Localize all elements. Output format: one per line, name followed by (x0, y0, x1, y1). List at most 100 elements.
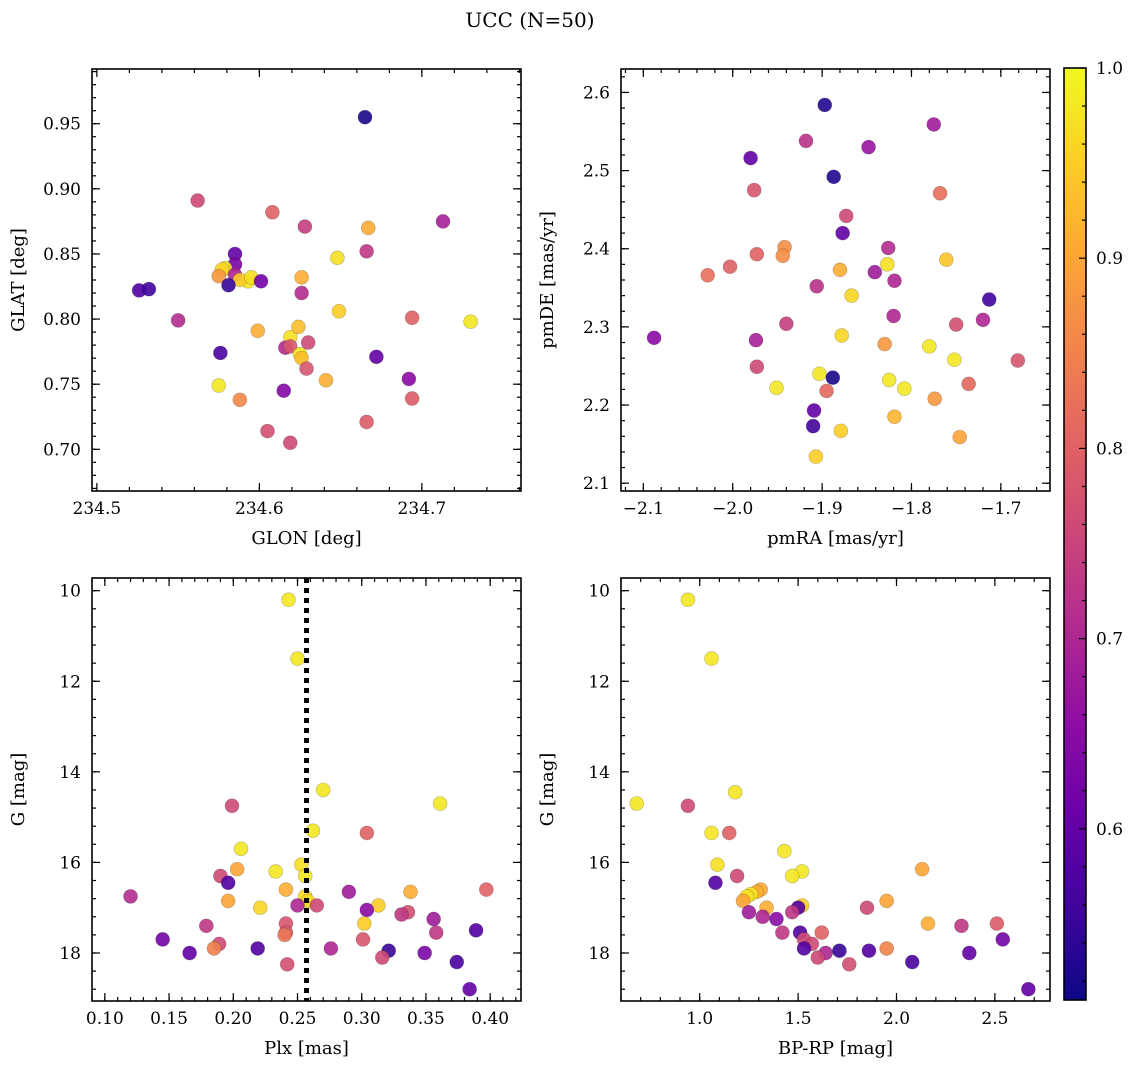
axes-frame (620, 577, 1051, 1002)
data-point (401, 371, 417, 387)
data-point (357, 109, 373, 125)
data-point (680, 592, 696, 608)
y-tick-label: 0.75 (43, 375, 81, 395)
data-point (704, 825, 719, 841)
data-point (1021, 981, 1036, 997)
data-point (769, 380, 784, 396)
colorbar-frame (1063, 67, 1087, 1001)
data-point (741, 904, 757, 920)
data-point (318, 372, 334, 388)
data-point (914, 861, 930, 877)
data-point (735, 893, 751, 909)
data-point (315, 782, 331, 798)
data-point (833, 423, 849, 439)
data-point (812, 366, 827, 382)
axes-frame (91, 577, 522, 1002)
data-point (835, 225, 851, 241)
data-point (927, 391, 943, 407)
data-point (722, 259, 738, 275)
chart-title: UCC (N=50) (465, 8, 594, 32)
data-point (838, 208, 854, 224)
data-point (938, 252, 954, 268)
data-point (775, 925, 790, 940)
data-point (817, 97, 833, 113)
data-point (932, 185, 948, 201)
data-point (808, 449, 824, 464)
data-point (404, 310, 420, 326)
data-point (743, 150, 758, 166)
data-point (294, 270, 309, 285)
y-tick-label: 2.4 (583, 240, 610, 260)
data-point (403, 884, 418, 900)
x-tick-label: 0.40 (471, 1009, 509, 1029)
y-tick-label: 14 (59, 763, 81, 783)
data-point (432, 796, 448, 811)
data-point (727, 784, 743, 800)
x-tick-label: 1.5 (785, 1009, 812, 1029)
data-point (449, 954, 465, 970)
y-axis-label: GLAT [deg] (8, 228, 29, 332)
x-tick-label: 0.25 (279, 1009, 317, 1029)
data-point (141, 281, 157, 297)
y-tick-label: 12 (59, 672, 81, 692)
data-point (232, 392, 248, 408)
y-axis-label: pmDE [mas/yr] (537, 211, 558, 349)
data-point (784, 904, 800, 920)
data-point (417, 945, 433, 961)
data-point (879, 257, 895, 272)
x-tick-label: 0.35 (407, 1009, 445, 1029)
data-point (394, 907, 409, 922)
data-point (211, 378, 227, 393)
panel-plx-g: 0.10 0.15 0.20 0.25 0.30 0.35 0.40 10 12 14 16 18 Pl… (8, 577, 522, 1059)
data-point (778, 316, 794, 332)
axes-frame (620, 68, 1051, 492)
x-tick-label: −2.0 (712, 499, 753, 519)
data-point (755, 909, 771, 925)
points-bprp-g (629, 592, 1036, 997)
data-point (989, 916, 1005, 931)
data-point (359, 414, 374, 430)
y-tick-label: 0.80 (43, 310, 81, 330)
y-tick-label: 2.5 (583, 162, 610, 182)
data-point (309, 898, 325, 913)
data-point (359, 902, 375, 918)
y-axis-label: G [mag] (537, 753, 558, 826)
data-point (887, 273, 902, 289)
axes-frame (91, 68, 522, 492)
data-point (926, 117, 942, 132)
colorbar-tick-label: 0.6 (1096, 820, 1123, 840)
data-point (861, 943, 877, 959)
data-point (921, 339, 937, 354)
x-axis-label: pmRA [mas/yr] (767, 528, 904, 549)
panel-pmra-pmde: −2.1 −2.0 −1.9 −1.8 −1.7 2.1 2.2 2.3 2.4 2.5 2.6 pm… (537, 68, 1051, 549)
data-point (861, 139, 876, 155)
x-axis-label: BP-RP [mag] (778, 1038, 893, 1059)
data-point (832, 262, 848, 278)
data-point (746, 182, 762, 198)
y-tick-label: 0.85 (43, 245, 81, 265)
data-point (190, 193, 205, 208)
data-point (369, 349, 384, 365)
y-tick-label: 2.6 (583, 83, 610, 103)
data-point (952, 429, 968, 445)
data-point (947, 352, 962, 368)
data-point (825, 370, 841, 386)
data-point (775, 248, 791, 264)
x-tick-label: −1.9 (801, 499, 842, 519)
data-point (155, 932, 170, 947)
data-point (877, 336, 893, 352)
x-tick-label: 0.30 (343, 1009, 381, 1029)
data-point (213, 345, 228, 361)
data-point (975, 312, 991, 328)
data-point (463, 314, 478, 330)
data-point (426, 911, 442, 927)
colorbar-tick-label: 0.9 (1096, 249, 1123, 269)
points-glon-glat (131, 109, 478, 451)
data-point (826, 169, 842, 185)
data-point (300, 335, 316, 350)
data-point (276, 383, 292, 399)
data-point (123, 889, 138, 904)
data-point (279, 956, 295, 972)
data-point (629, 796, 645, 811)
